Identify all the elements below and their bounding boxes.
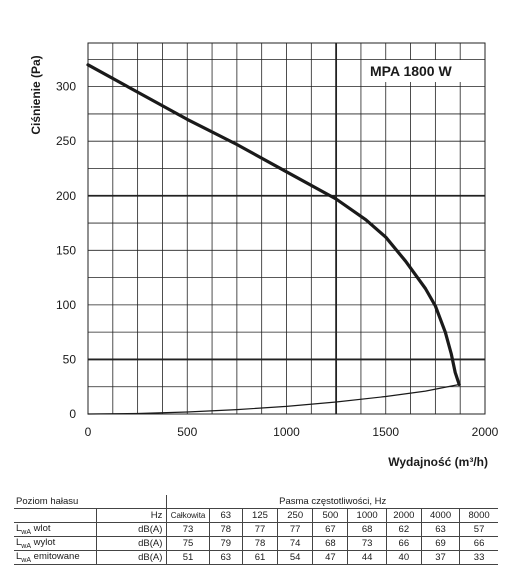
table-cell: 51 bbox=[166, 550, 210, 565]
row-label: LwA emitowane bbox=[14, 550, 97, 565]
table-cell: 79 bbox=[208, 536, 243, 551]
table-cell: 69 bbox=[420, 536, 461, 551]
row-unit: dB(A) bbox=[95, 536, 168, 551]
fan-performance-chart: 0 500 1000 1500 2000 0 50 100 150 200 250 300 MPA … bbox=[29, 42, 499, 469]
bands-title: Pasma częstotliwości, Hz bbox=[166, 495, 498, 509]
table-cell: 63 bbox=[420, 522, 461, 537]
x-axis-title: Wydajność (m³/h) bbox=[388, 455, 488, 469]
table-cell: 77 bbox=[241, 522, 279, 537]
band-column-header: 1000 bbox=[347, 508, 387, 523]
x-tick-label: 2000 bbox=[472, 425, 499, 439]
row-label: LwA wylot bbox=[14, 536, 97, 551]
y-tick-label: 250 bbox=[56, 134, 76, 148]
table-cell: 68 bbox=[347, 522, 387, 537]
row-label: LwA wlot bbox=[14, 522, 97, 537]
table-cell: 68 bbox=[312, 536, 349, 551]
table-row: LwA emitowane dB(A) 51 63 61 54 47 44 40 37 33 bbox=[14, 550, 498, 565]
table-cell: 44 bbox=[347, 550, 387, 565]
fan-curve-line bbox=[86, 63, 461, 387]
y-tick-label: 150 bbox=[56, 243, 76, 257]
table-cell: 77 bbox=[277, 522, 314, 537]
y-axis-title: Ciśnienie (Pa) bbox=[29, 55, 43, 134]
x-tick-label: 1000 bbox=[273, 425, 300, 439]
y-tick-label: 0 bbox=[69, 407, 76, 421]
empty-header-cell bbox=[14, 508, 97, 523]
table-cell: 37 bbox=[420, 550, 461, 565]
table-cell: 78 bbox=[208, 522, 243, 537]
table-cell: 67 bbox=[312, 522, 349, 537]
table-cell: 75 bbox=[166, 536, 210, 551]
band-column-header: Całkowita bbox=[166, 508, 210, 523]
y-tick-label: 200 bbox=[56, 189, 76, 203]
table-cell: 78 bbox=[241, 536, 279, 551]
table-cell: 33 bbox=[459, 550, 498, 565]
band-column-header: 8000 bbox=[459, 508, 498, 523]
table-cell: 61 bbox=[241, 550, 279, 565]
band-column-header: 500 bbox=[312, 508, 349, 523]
x-tick-labels: 0 500 1000 1500 2000 bbox=[85, 425, 499, 439]
table-cell: 63 bbox=[208, 550, 243, 565]
unit-header: Hz bbox=[95, 508, 168, 523]
noise-level-header: Poziom hałasu bbox=[14, 495, 168, 509]
band-column-header: 2000 bbox=[385, 508, 422, 523]
band-column-header: 4000 bbox=[420, 508, 461, 523]
table-cell: 74 bbox=[277, 536, 314, 551]
table-cell: 47 bbox=[312, 550, 349, 565]
curves bbox=[86, 63, 461, 415]
y-tick-label: 300 bbox=[56, 80, 76, 94]
table-cell: 54 bbox=[277, 550, 314, 565]
band-column-header: 125 bbox=[241, 508, 279, 523]
y-tick-label: 50 bbox=[63, 352, 77, 366]
band-column-header: 250 bbox=[277, 508, 314, 523]
table-cell: 73 bbox=[166, 522, 210, 537]
table-cell: 73 bbox=[347, 536, 387, 551]
table-row: LwA wylot dB(A) 75 79 78 74 68 73 66 69 66 bbox=[14, 536, 498, 551]
row-unit: dB(A) bbox=[95, 550, 168, 565]
grid bbox=[87, 42, 486, 415]
band-column-header: 63 bbox=[208, 508, 243, 523]
noise-level-table: Poziom hałasu Pasma częstotliwości, Hz H… bbox=[14, 495, 498, 565]
table-title-row: Poziom hałasu Pasma częstotliwości, Hz bbox=[14, 495, 498, 509]
table-cell: 40 bbox=[385, 550, 422, 565]
table-cell: 62 bbox=[385, 522, 422, 537]
table-cell: 57 bbox=[459, 522, 498, 537]
column-header-row: Hz Całkowita 63 125 250 500 1000 2000 4000 8000 bbox=[14, 508, 498, 523]
x-tick-label: 1500 bbox=[372, 425, 399, 439]
system-curve-line bbox=[87, 383, 460, 415]
row-unit: dB(A) bbox=[95, 522, 168, 537]
x-tick-label: 0 bbox=[85, 425, 92, 439]
annotation-background bbox=[362, 60, 474, 82]
y-tick-label: 100 bbox=[56, 298, 76, 312]
table-row: LwA wlot dB(A) 73 78 77 77 67 68 62 63 57 bbox=[14, 522, 498, 537]
table-cell: 66 bbox=[459, 536, 498, 551]
model-annotation: MPA 1800 W bbox=[370, 63, 452, 79]
y-tick-labels: 0 50 100 150 200 250 300 bbox=[56, 80, 76, 421]
table-cell: 66 bbox=[385, 536, 422, 551]
x-tick-label: 500 bbox=[177, 425, 197, 439]
